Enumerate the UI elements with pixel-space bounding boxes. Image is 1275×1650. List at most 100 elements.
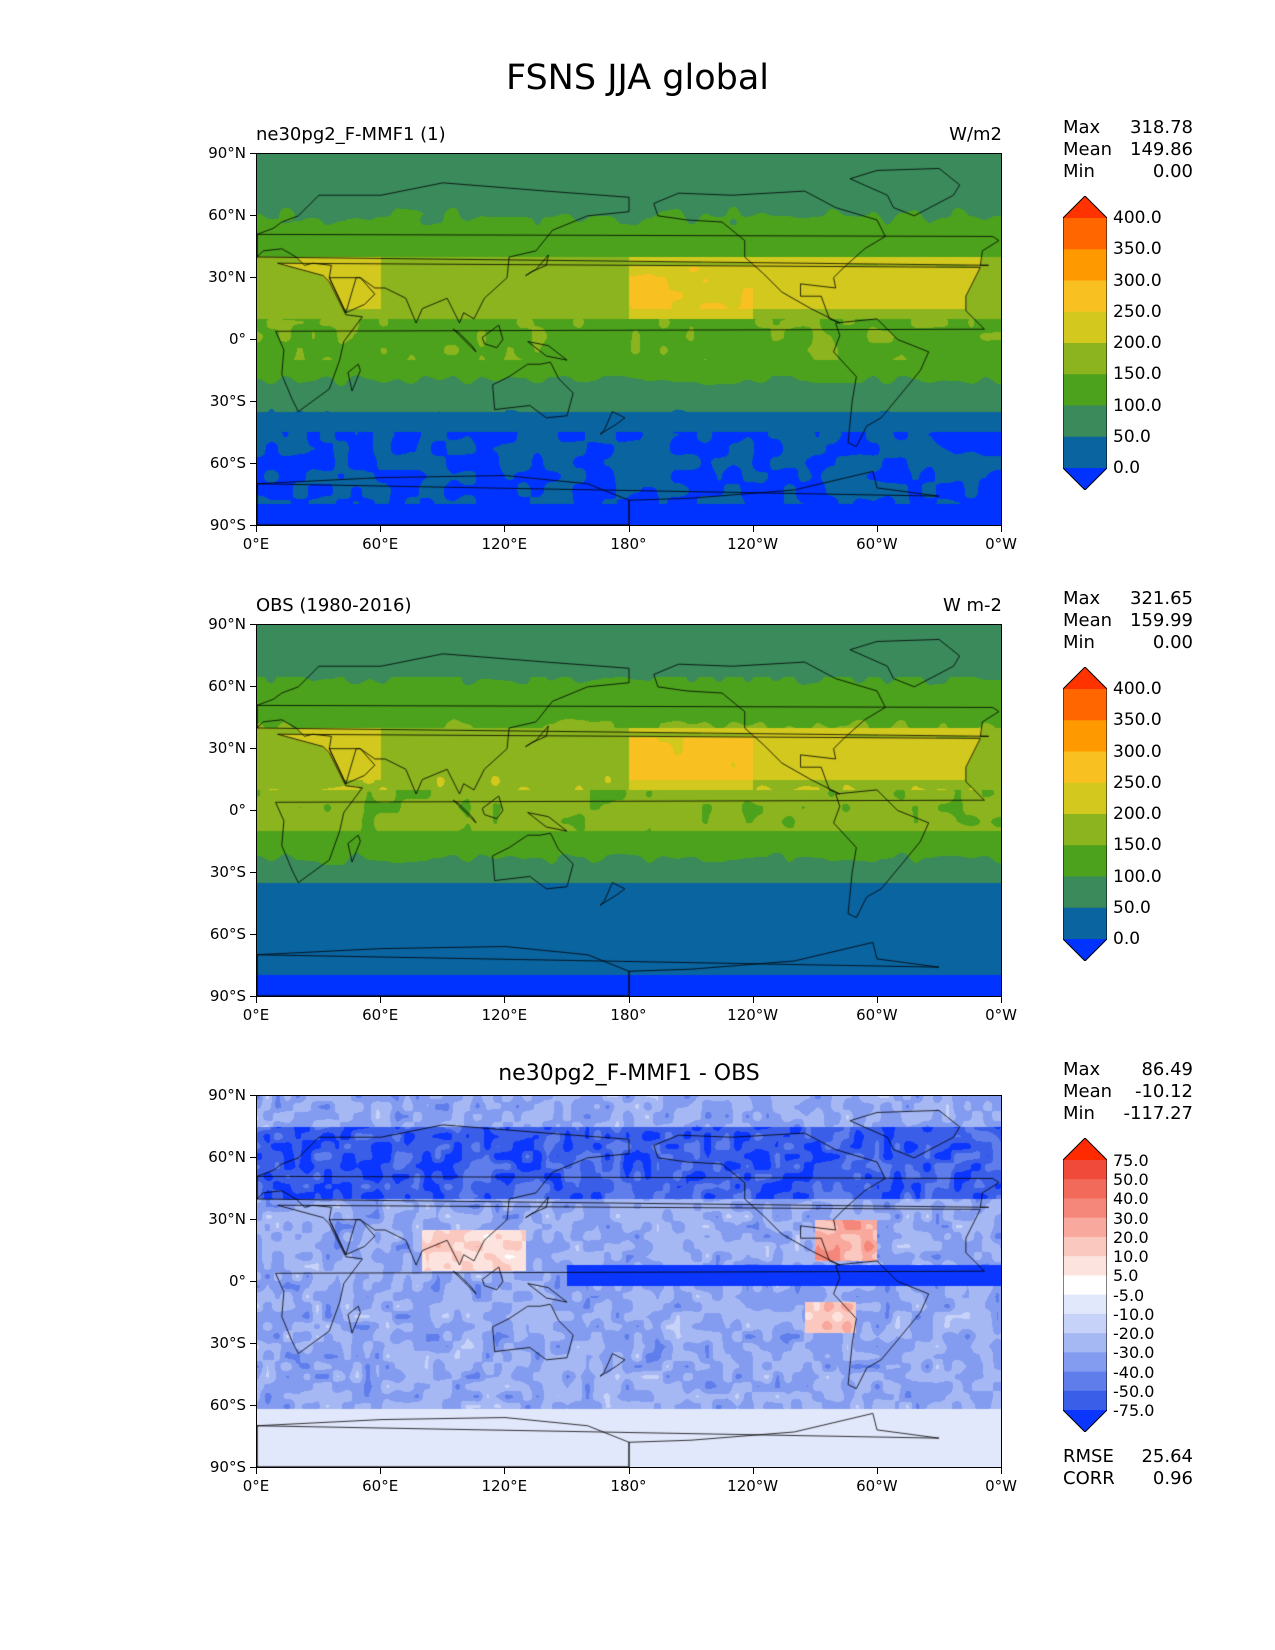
- lat-tick-mark: [250, 401, 256, 402]
- lon-tick-mark: [752, 526, 754, 532]
- colorbar-under-extend: [1063, 468, 1107, 490]
- lon-tick-mark: [504, 997, 506, 1003]
- colorbar-svg: [1062, 195, 1108, 491]
- panel2-colorbar: 400.0 350.0 300.0 250.0 200.0 150.0 100.0 50.0 0…: [1062, 666, 1162, 962]
- lat-tick-label: 30°N: [208, 1210, 246, 1228]
- min-label: Min: [1063, 161, 1095, 182]
- lon-tick-label: 60°E: [362, 1477, 399, 1495]
- colorbar-segment: [1063, 1198, 1107, 1219]
- lon-tick-mark: [504, 1468, 506, 1474]
- lat-tick-mark: [250, 525, 256, 526]
- colorbar-tick-label: -50.0: [1113, 1381, 1155, 1401]
- min-value: 0.00: [1152, 161, 1193, 182]
- lon-tick-mark: [876, 526, 878, 532]
- lon-tick-mark: [628, 997, 630, 1003]
- lon-tick-mark: [1001, 1468, 1002, 1474]
- lat-tick-label: 30°S: [209, 392, 246, 410]
- fsns-field: [257, 154, 1001, 525]
- lon-tick-label: 60°W: [856, 535, 898, 553]
- lon-tick-label: 0°W: [985, 1477, 1017, 1495]
- colorbar-over-extend: [1063, 667, 1107, 689]
- lon-tick-mark: [256, 997, 257, 1003]
- colorbar-tick-label: 50.0: [1113, 897, 1151, 918]
- colorbar-under-extend: [1063, 939, 1107, 961]
- min-value: 0.00: [1152, 632, 1193, 653]
- lat-tick-mark: [250, 686, 256, 687]
- lon-tick-label: 120°W: [727, 1006, 779, 1024]
- colorbar-segment: [1063, 845, 1107, 877]
- corr-label: CORR: [1063, 1468, 1115, 1489]
- panel3-map: [256, 1095, 1002, 1468]
- colorbar-segment: [1063, 1236, 1107, 1257]
- colorbar-segment: [1063, 782, 1107, 815]
- lat-tick-mark: [250, 463, 256, 464]
- lon-tick-mark: [256, 526, 257, 532]
- lon-tick-label: 0°W: [985, 535, 1017, 553]
- colorbar-segment: [1063, 814, 1107, 846]
- lat-tick-mark: [250, 1343, 256, 1344]
- colorbar-segment: [1063, 1275, 1107, 1296]
- lat-tick-label: 60°S: [209, 1396, 246, 1414]
- lon-tick-label: 60°W: [856, 1477, 898, 1495]
- mean-value: 159.99: [1130, 610, 1193, 631]
- lon-tick-mark: [256, 1468, 257, 1474]
- lat-tick-mark: [250, 1281, 256, 1282]
- colorbar-segment: [1063, 436, 1107, 469]
- colorbar-tick-label: 200.0: [1113, 804, 1162, 824]
- panel1-title-left: ne30pg2_F-MMF1 (1): [256, 124, 446, 145]
- max-label: Max: [1063, 588, 1101, 609]
- panel2-title-left: OBS (1980-2016): [256, 595, 412, 616]
- colorbar-segment: [1063, 1390, 1107, 1411]
- lat-tick-label: 60°N: [208, 677, 246, 695]
- colorbar-tick-label: 300.0: [1113, 741, 1162, 762]
- lat-tick-mark: [250, 748, 256, 749]
- lat-tick-label: 30°S: [209, 1334, 246, 1352]
- lat-tick-mark: [250, 277, 256, 278]
- max-label: Max: [1063, 1059, 1101, 1080]
- colorbar-svg: [1062, 1137, 1108, 1433]
- lon-tick-mark: [752, 997, 754, 1003]
- colorbar-tick-label: 250.0: [1113, 301, 1162, 322]
- colorbar-tick-label: 150.0: [1113, 835, 1162, 856]
- lat-tick-mark: [250, 996, 256, 997]
- panel2-map: [256, 624, 1002, 997]
- colorbar-segment: [1063, 374, 1107, 406]
- lon-tick-label: 0°E: [242, 535, 270, 553]
- lon-tick-label: 0°W: [985, 1006, 1017, 1024]
- lat-tick-mark: [250, 1095, 256, 1096]
- lat-tick-label: 90°N: [208, 615, 246, 633]
- lat-tick-label: 60°S: [209, 454, 246, 472]
- lon-tick-label: 120°E: [481, 1006, 528, 1024]
- lat-tick-mark: [250, 624, 256, 625]
- lon-tick-label: 180°: [610, 1477, 647, 1495]
- colorbar-segment: [1063, 720, 1107, 752]
- colorbar-tick-label: 20.0: [1113, 1227, 1149, 1247]
- colorbar-tick-label: 40.0: [1113, 1189, 1149, 1209]
- lat-tick-label: 0°: [228, 801, 246, 819]
- difference-field: [257, 1096, 1001, 1467]
- colorbar-tick-label: 400.0: [1113, 208, 1162, 228]
- colorbar-segment: [1063, 311, 1107, 344]
- lat-tick-mark: [250, 339, 256, 340]
- lon-tick-mark: [380, 526, 382, 532]
- colorbar-tick-label: 100.0: [1113, 866, 1162, 887]
- colorbar-segment: [1063, 1333, 1107, 1353]
- colorbar-segment: [1063, 1160, 1107, 1180]
- colorbar-over-extend: [1063, 196, 1107, 218]
- colorbar-segment: [1063, 405, 1107, 438]
- panel1-map: [256, 153, 1002, 526]
- colorbar-tick-label: 0.0: [1113, 458, 1141, 478]
- max-value: 86.49: [1141, 1059, 1193, 1080]
- colorbar-tick-label: 5.0: [1113, 1266, 1139, 1286]
- lat-tick-label: 30°S: [209, 863, 246, 881]
- mean-value: 149.86: [1130, 139, 1193, 160]
- min-label: Min: [1063, 632, 1095, 653]
- colorbar-segment: [1063, 751, 1107, 784]
- colorbar-segment: [1063, 343, 1107, 375]
- min-label: Min: [1063, 1103, 1095, 1124]
- lat-tick-label: 60°N: [208, 206, 246, 224]
- lat-tick-label: 90°S: [209, 987, 246, 1005]
- lon-tick-label: 120°E: [481, 535, 528, 553]
- lon-tick-mark: [380, 1468, 382, 1474]
- lon-tick-mark: [1001, 997, 1002, 1003]
